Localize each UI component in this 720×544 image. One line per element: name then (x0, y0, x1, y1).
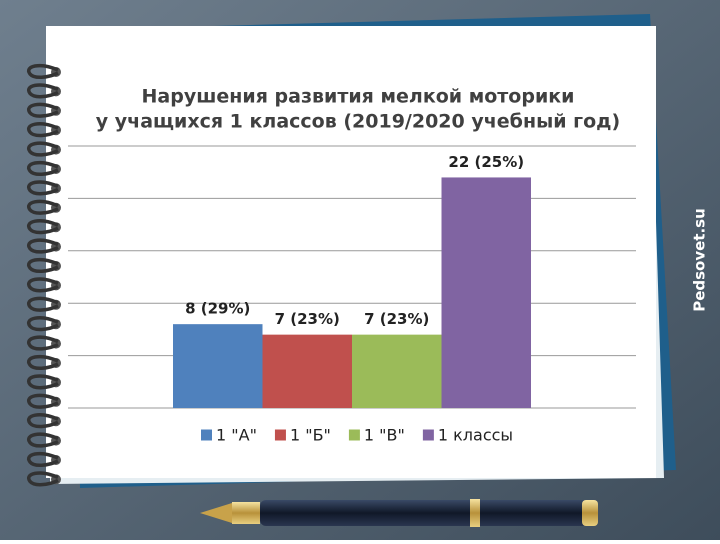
ring (26, 316, 59, 332)
chart-title: у учащихся 1 классов (2019/2020 учебный … (96, 111, 620, 133)
ring (26, 122, 59, 138)
ring (26, 257, 59, 273)
ring (26, 102, 59, 118)
bar (441, 177, 531, 408)
pen-body (260, 500, 590, 526)
data-label: 7 (23%) (364, 310, 429, 328)
legend-swatch (348, 429, 360, 441)
ring (26, 374, 59, 390)
bar (173, 324, 263, 408)
pen (200, 499, 598, 527)
ring (26, 393, 59, 409)
pen-grip (232, 502, 260, 524)
legend-swatch (201, 429, 212, 441)
bar (262, 334, 352, 408)
data-label: 22 (25%) (448, 153, 524, 171)
pen-cap (582, 500, 598, 526)
ring (26, 335, 59, 351)
ring (26, 63, 59, 79)
ring (26, 180, 59, 196)
ring (26, 141, 59, 157)
ring (26, 296, 59, 312)
ring (26, 160, 59, 176)
legend-label: 1 "В" (364, 426, 405, 445)
ring (26, 354, 59, 370)
ring (26, 277, 59, 293)
chart-title: Нарушения развития мелкой моторики (142, 86, 575, 108)
legend-label: 1 "Б" (290, 426, 331, 445)
pen-ring (470, 499, 480, 527)
ring (26, 219, 59, 235)
legend-swatch (422, 429, 434, 441)
bar (352, 334, 442, 408)
pen-nib (200, 503, 232, 523)
legend-swatch (274, 429, 286, 441)
legend-label: 1 "А" (216, 426, 257, 445)
rings (26, 63, 61, 487)
ring (26, 451, 59, 467)
ring (26, 471, 59, 487)
ring (26, 413, 59, 429)
watermark: Pedsovet.su (691, 208, 709, 312)
data-label: 8 (29%) (185, 300, 250, 318)
ring (26, 199, 59, 215)
ring (26, 432, 59, 448)
ring (26, 83, 59, 99)
data-label: 7 (23%) (275, 310, 340, 328)
ring (26, 238, 59, 254)
legend-label: 1 классы (438, 426, 513, 445)
